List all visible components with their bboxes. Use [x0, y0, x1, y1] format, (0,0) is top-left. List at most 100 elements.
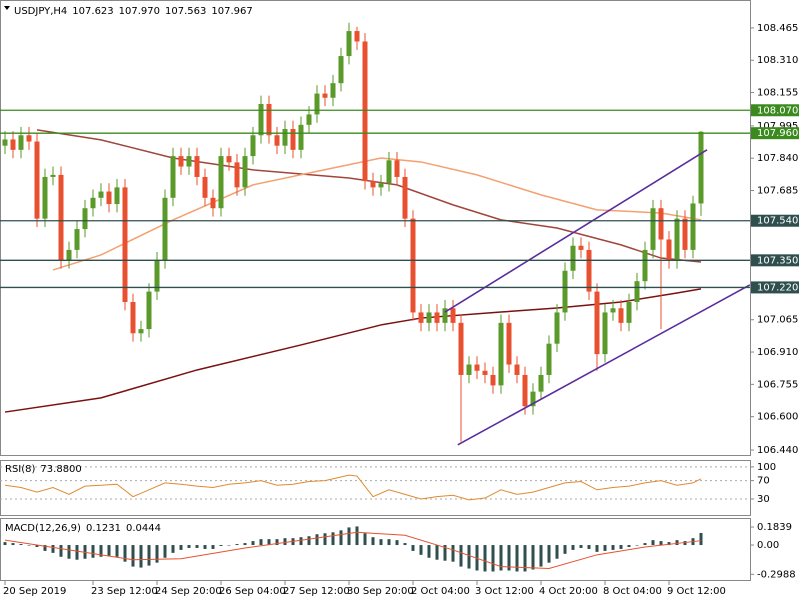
candle-body [314, 93, 320, 115]
candle-body [74, 229, 80, 250]
macd-bar [363, 533, 367, 546]
macd-bar [275, 539, 279, 546]
y-tick-label: 107.065 [757, 315, 798, 326]
candle-body [298, 124, 304, 150]
macd-bar [251, 541, 255, 546]
macd-panel [0, 518, 751, 581]
trendline [444, 149, 708, 313]
candle-body [410, 218, 416, 313]
trendline [457, 284, 751, 446]
macd-bar [675, 540, 679, 546]
candle-body [26, 135, 32, 142]
macd-bar [259, 539, 263, 546]
panel-header: RSI(8) 73.8800 [5, 464, 82, 475]
macd-bar [667, 542, 671, 546]
macd-bar [123, 545, 127, 562]
panel-title: MACD(12,26,9) [5, 523, 81, 534]
macd-bar [19, 544, 23, 546]
candle-body [114, 187, 120, 205]
macd-bar [499, 545, 503, 571]
macd-bar [403, 543, 407, 546]
macd-bar [395, 540, 399, 546]
x-tick-label: 27 Sep 12:00 [283, 586, 350, 597]
candle-body [394, 160, 400, 177]
candle-body [450, 308, 456, 323]
level-label-box [751, 127, 799, 140]
y-tick-label: 106.440 [757, 445, 798, 456]
macd-bar [651, 540, 655, 546]
level-label-box [751, 254, 799, 267]
candle-body [474, 364, 480, 371]
macd-bar [187, 545, 191, 548]
candle-body [130, 302, 136, 334]
x-tick-label: 8 Oct 04:00 [603, 586, 662, 597]
candle-body [162, 197, 168, 261]
candle-body [602, 312, 608, 355]
candle-body [586, 249, 592, 292]
macd-bar [643, 543, 647, 546]
macd-bar [91, 545, 95, 558]
macd-bar [611, 545, 615, 550]
macd-bar [195, 545, 199, 548]
macd-bar [203, 545, 207, 549]
panel-title: USDJPY,H4 [14, 6, 67, 17]
candle-body [186, 156, 192, 167]
macd-bar [571, 545, 575, 550]
x-tick-label: 24 Sep 20:00 [155, 586, 222, 597]
candle-body [522, 374, 528, 407]
candle-body [234, 162, 240, 188]
y-tick-label: 107.685 [757, 186, 798, 197]
macd-bar [59, 545, 63, 557]
candle-body [578, 245, 584, 250]
candle-body [490, 374, 496, 386]
macd-bar [699, 532, 703, 546]
candle-body [626, 302, 632, 323]
candle-body [434, 312, 440, 323]
candle-body [258, 104, 264, 136]
macd-bar [411, 545, 415, 551]
candle-body [554, 312, 560, 344]
macd-bar [603, 545, 607, 551]
header-value: 107.970 [119, 6, 160, 17]
dropdown-icon[interactable] [4, 6, 10, 10]
macd-bar [147, 545, 151, 566]
macd-bar [619, 545, 623, 549]
candle-body [466, 364, 472, 375]
candle-body [18, 135, 24, 150]
macd-bar [443, 545, 447, 561]
header-value: 107.623 [72, 6, 113, 17]
macd-bar [155, 545, 159, 563]
macd-bar [627, 545, 631, 547]
macd-bar [587, 545, 591, 549]
rsi-panel [0, 460, 751, 516]
macd-bar [179, 545, 183, 550]
header-value: 0.0444 [126, 523, 161, 534]
candle-body [514, 364, 520, 375]
candle-body [154, 260, 160, 292]
candle-body [506, 322, 512, 365]
candle-body [90, 197, 96, 209]
candle-body [370, 181, 376, 188]
macd-bar [531, 545, 535, 570]
macd-bar [683, 541, 687, 546]
candle-body [170, 156, 176, 198]
candle-body [82, 208, 88, 230]
panel-header: MACD(12,26,9) 0.1231 0.0444 [5, 523, 161, 534]
macd-bar [563, 545, 567, 554]
macd-bar [75, 545, 79, 560]
candle-body [386, 160, 392, 184]
candle-body [442, 308, 448, 323]
macd-bar [139, 545, 143, 568]
candle-body [690, 203, 696, 250]
macd-bar [355, 526, 359, 546]
candle-body [66, 249, 72, 261]
candle-body [226, 156, 232, 163]
macd-bar [211, 545, 215, 549]
moving-average [36, 129, 702, 263]
level-label-box [751, 104, 799, 117]
macd-bar [459, 545, 463, 567]
macd-bar [43, 545, 47, 551]
y-tick-label: 107.995 [757, 121, 798, 132]
y-tick-label: 106.910 [757, 347, 798, 358]
level-label: 107.220 [757, 282, 798, 293]
